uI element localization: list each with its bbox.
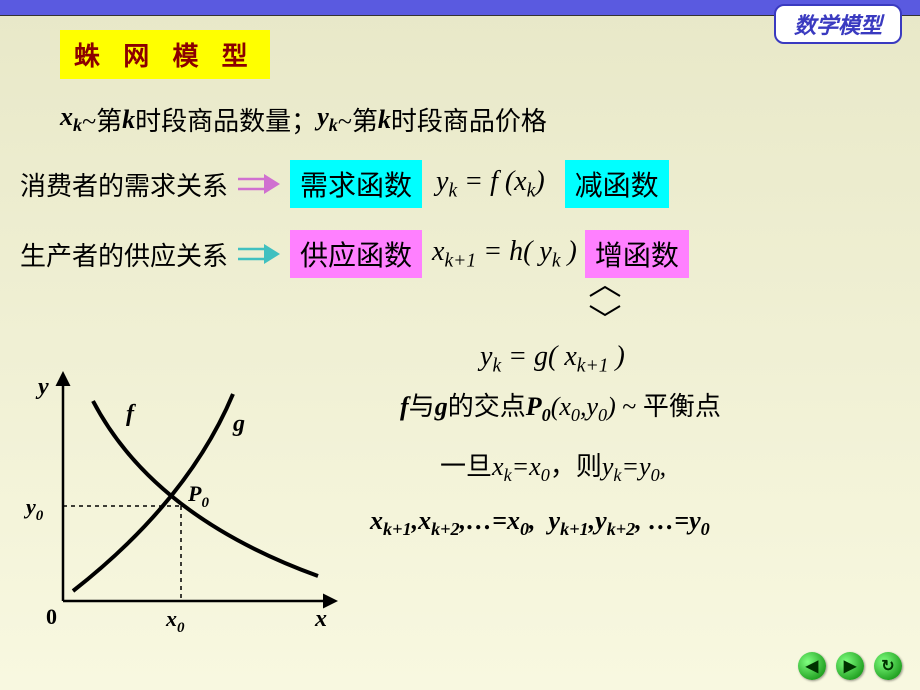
var-k: k bbox=[122, 105, 135, 135]
supply-label: 生产者的供应关系 bbox=[20, 236, 228, 273]
svg-text:0: 0 bbox=[46, 604, 57, 629]
demand-prop: 减函数 bbox=[565, 160, 669, 208]
svg-text:x: x bbox=[314, 606, 327, 632]
text: ~第 bbox=[82, 101, 122, 138]
supply-eq: xk+1 = h( yk ) bbox=[432, 236, 577, 273]
supply-box: 供应函数 bbox=[290, 230, 422, 278]
cobweb-diagram: y x f g P0 y0 x0 0 bbox=[18, 366, 338, 646]
svg-text:f: f bbox=[126, 401, 136, 427]
demand-eq: yk = f (xk) bbox=[436, 166, 545, 203]
var-k2: k bbox=[378, 105, 391, 135]
intersection-line2: 一旦xk=x0，则yk=y0, bbox=[370, 446, 910, 486]
demand-box: 需求函数 bbox=[290, 160, 422, 208]
var-xk: xk bbox=[60, 102, 82, 136]
text: ~第 bbox=[338, 101, 378, 138]
arrow-icon bbox=[236, 171, 282, 197]
title: 蛛 网 模 型 bbox=[60, 30, 270, 79]
inverse-eq: yk = g( xk+1 ) bbox=[480, 341, 900, 378]
svg-text:y: y bbox=[35, 374, 49, 400]
prev-button[interactable]: ◀ bbox=[798, 652, 826, 680]
arrow-icon bbox=[236, 241, 282, 267]
svg-text:y0: y0 bbox=[23, 494, 44, 524]
text: 时段商品价格 bbox=[391, 101, 547, 138]
var-yk: yk bbox=[317, 102, 338, 136]
demand-row: 消费者的需求关系 需求函数 yk = f (xk) 减函数 bbox=[20, 160, 900, 208]
updown-arrow-icon bbox=[580, 284, 900, 323]
next-button[interactable]: ▶ bbox=[836, 652, 864, 680]
nav-buttons: ◀ ▶ ↻ bbox=[798, 652, 902, 680]
svg-text:P0: P0 bbox=[187, 481, 209, 511]
supply-row: 生产者的供应关系 供应函数 xk+1 = h( yk ) 增函数 bbox=[20, 230, 900, 278]
return-button[interactable]: ↻ bbox=[874, 652, 902, 680]
supply-prop: 增函数 bbox=[585, 230, 689, 278]
svg-text:g: g bbox=[232, 411, 245, 437]
svg-text:x0: x0 bbox=[165, 606, 185, 636]
intersection-line3: xk+1,xk+2,…=x0, yk+1,yk+2, …=y0 bbox=[370, 506, 910, 540]
demand-label: 消费者的需求关系 bbox=[20, 166, 228, 203]
text: 时段商品数量； bbox=[135, 101, 317, 138]
slide-content: 蛛 网 模 型 xk ~第 k 时段商品数量； yk ~第 k 时段商品价格 消… bbox=[0, 16, 920, 378]
diagram: y x f g P0 y0 x0 0 bbox=[18, 366, 338, 651]
definitions-line: xk ~第 k 时段商品数量； yk ~第 k 时段商品价格 bbox=[60, 101, 900, 138]
right-block: f与g的交点P0(x0,y0) ~ 平衡点 一旦xk=x0，则yk=y0, xk… bbox=[370, 386, 910, 561]
intersection-line1: f与g的交点P0(x0,y0) ~ 平衡点 bbox=[370, 386, 910, 426]
